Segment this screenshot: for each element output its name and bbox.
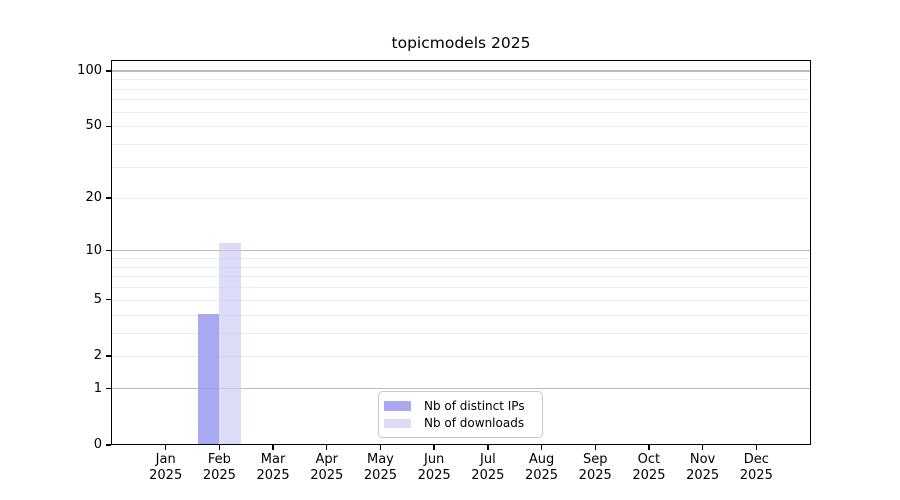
y-tick-label: 50 (85, 118, 102, 134)
x-tick-label: Dec 2025 (724, 452, 788, 483)
y-tick-label: 10 (85, 242, 102, 258)
legend-swatch-distinct-ips (384, 401, 411, 411)
x-tick-label: Feb 2025 (187, 452, 251, 483)
y-tick-mark (106, 299, 111, 301)
minor-gridline (112, 166, 810, 168)
legend-swatch-downloads (384, 418, 411, 428)
x-tick-mark (433, 445, 435, 450)
x-tick-month: May (367, 452, 394, 467)
x-tick-mark (755, 445, 757, 450)
chart-title: topicmodels 2025 (391, 34, 531, 52)
x-tick-year: 2025 (202, 467, 236, 483)
x-tick-label: Mar 2025 (241, 452, 305, 483)
x-tick-month: Jul (480, 452, 496, 467)
x-tick-year: 2025 (632, 467, 666, 483)
y-tick-mark (106, 355, 111, 357)
y-tick-label: 100 (77, 62, 102, 78)
minor-gridline (112, 266, 810, 268)
x-tick-mark (701, 445, 704, 450)
major-gridline (112, 249, 810, 252)
minor-gridline (112, 287, 810, 289)
plot-area (111, 60, 811, 445)
minor-gridline (112, 79, 810, 81)
minor-gridline (112, 99, 810, 101)
x-tick-year: 2025 (417, 467, 451, 483)
minor-gridline (112, 111, 810, 113)
legend-label-downloads: Nb of downloads (424, 416, 525, 431)
x-tick-year: 2025 (149, 467, 183, 483)
minor-gridline (112, 88, 810, 90)
x-tick-mark (540, 445, 543, 450)
bar-nb-of-distinct-ips (197, 313, 220, 444)
x-tick-label: Aug 2025 (510, 452, 574, 483)
x-tick-year: 2025 (739, 467, 773, 483)
legend-item-downloads: Nb of downloads (379, 415, 542, 433)
y-tick-mark (106, 125, 111, 127)
y-tick-label: 5 (93, 291, 102, 307)
minor-gridline (112, 314, 810, 316)
x-tick-label: Jun 2025 (402, 452, 466, 483)
x-tick-month: Feb (207, 452, 231, 467)
x-tick-month: Mar (260, 452, 286, 467)
x-tick-year: 2025 (310, 467, 344, 483)
y-tick-label: 1 (93, 380, 102, 396)
y-tick-mark (106, 197, 111, 199)
y-tick-mark (106, 444, 111, 446)
legend-label-distinct-ips: Nb of distinct IPs (424, 398, 525, 413)
y-tick-label: 2 (93, 347, 102, 363)
x-tick-month: Nov (689, 452, 716, 467)
minor-gridline (112, 355, 810, 357)
minor-gridline (112, 126, 810, 128)
minor-gridline (112, 258, 810, 260)
x-tick-label: Jul 2025 (456, 452, 520, 483)
minor-gridline (112, 332, 810, 334)
x-tick-label: May 2025 (348, 452, 412, 483)
x-tick-label: Nov 2025 (671, 452, 735, 483)
x-tick-month: Apr (315, 452, 339, 467)
y-tick-mark (106, 388, 111, 390)
x-tick-mark (594, 445, 596, 450)
x-tick-label: Apr 2025 (295, 452, 359, 483)
x-tick-year: 2025 (471, 467, 505, 483)
x-tick-mark (487, 445, 489, 450)
x-tick-month: Jun (423, 452, 445, 467)
x-tick-month: Dec (743, 452, 769, 467)
x-tick-label: Oct 2025 (617, 452, 681, 483)
x-tick-month: Sep (582, 452, 608, 467)
x-tick-year: 2025 (578, 467, 612, 483)
y-tick-label: 20 (85, 190, 102, 206)
minor-gridline (112, 276, 810, 278)
x-tick-year: 2025 (524, 467, 559, 483)
major-gridline (112, 388, 810, 390)
x-tick-mark (164, 445, 167, 450)
y-tick-mark (106, 70, 111, 72)
x-tick-mark (379, 445, 382, 450)
minor-gridline (112, 299, 810, 301)
x-tick-label: Jan 2025 (134, 452, 198, 483)
x-tick-year: 2025 (686, 467, 720, 483)
major-gridline (112, 70, 810, 72)
x-tick-month: Aug (528, 452, 555, 467)
x-tick-label: Sep 2025 (563, 452, 627, 483)
legend-item-distinct-ips: Nb of distinct IPs (379, 397, 542, 415)
y-tick-mark (106, 249, 111, 252)
minor-gridline (112, 198, 810, 200)
x-tick-year: 2025 (363, 467, 397, 483)
x-tick-mark (326, 445, 328, 450)
legend: Nb of distinct IPs Nb of downloads (378, 391, 543, 438)
minor-gridline (112, 143, 810, 145)
x-tick-mark (218, 445, 221, 450)
x-tick-mark (648, 445, 650, 450)
bar-nb-of-downloads (219, 242, 241, 444)
x-tick-month: Oct (637, 452, 661, 467)
x-tick-mark (272, 445, 274, 450)
x-tick-month: Jan (155, 452, 176, 467)
y-tick-label: 0 (93, 437, 102, 452)
x-tick-year: 2025 (256, 467, 290, 483)
